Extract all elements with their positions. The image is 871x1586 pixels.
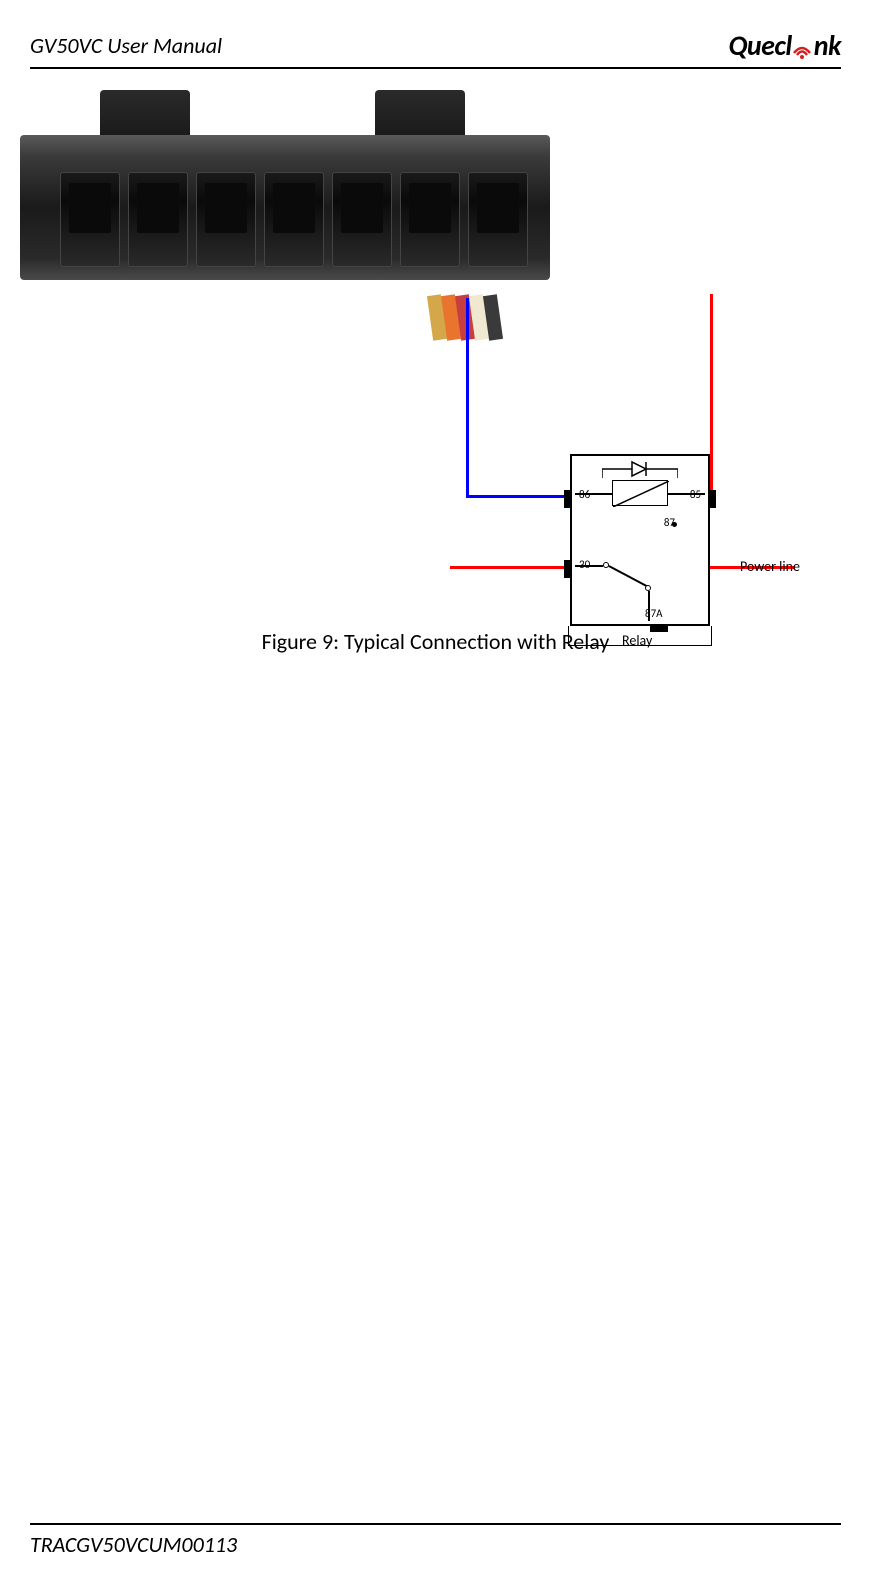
wifi-icon — [790, 34, 814, 58]
connector-slot — [196, 172, 256, 267]
terminal-30 — [564, 560, 572, 578]
connector-slot — [128, 172, 188, 267]
terminal-85 — [708, 490, 716, 508]
figure-caption: Figure 9: Typical Connection with Relay — [0, 628, 871, 655]
switch-wire — [648, 591, 650, 621]
logo-text-part2: nk — [814, 28, 841, 63]
coil-symbol — [612, 480, 668, 506]
pin-87-node — [672, 522, 677, 527]
logo-text-part1: Quecl — [728, 28, 791, 63]
connector-slot — [332, 172, 392, 267]
page-footer: TRACGV50VCUM00113 — [30, 1523, 841, 1558]
red-wire — [710, 294, 713, 496]
switch-wire — [575, 565, 603, 567]
terminal-label-85: 85 — [689, 488, 702, 501]
blue-wire — [466, 298, 469, 498]
blue-wire — [466, 495, 580, 498]
power-line-label: Power line — [740, 558, 800, 575]
connector-slot — [60, 172, 120, 267]
coil-wire — [575, 493, 612, 495]
terminal-label-87a: 87A — [644, 607, 664, 620]
diode-symbol — [602, 460, 678, 478]
header-title: GV50VC User Manual — [30, 32, 222, 59]
connector-slot — [264, 172, 324, 267]
switch-arm — [609, 565, 649, 587]
terminal-label-86: 86 — [578, 488, 591, 501]
page-header: GV50VC User Manual Quecl nk — [30, 28, 841, 69]
terminal-86 — [564, 490, 572, 508]
relay-box: 86 85 87 30 87A — [570, 454, 710, 626]
switch-symbol — [575, 551, 665, 601]
footer-doc-id: TRACGV50VCUM00113 — [30, 1531, 841, 1558]
relay-diagram: Power line 86 85 87 30 87A — [450, 88, 870, 618]
brand-logo: Quecl nk — [728, 28, 841, 63]
connector-tab — [100, 90, 190, 138]
coil-wire — [668, 493, 705, 495]
